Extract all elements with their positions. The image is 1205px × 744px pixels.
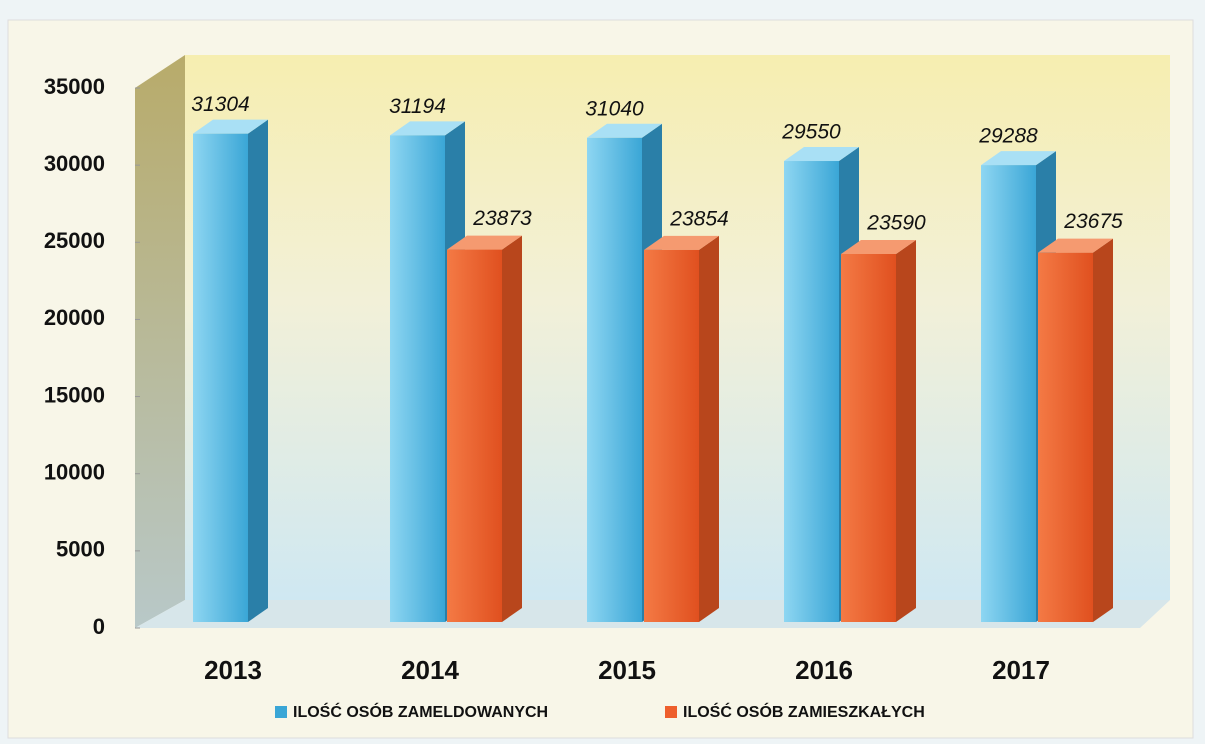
value-label: 23873 <box>472 207 532 230</box>
value-label: 31194 <box>389 95 446 118</box>
legend-swatch <box>275 706 287 718</box>
y-tick-label: 5000 <box>56 537 105 562</box>
y-tick-label: 0 <box>93 614 105 639</box>
bar <box>981 165 1036 623</box>
bar <box>644 249 699 622</box>
bar <box>390 135 445 622</box>
y-tick-label: 25000 <box>44 228 105 253</box>
y-tick-label: 10000 <box>44 460 105 485</box>
bar <box>587 137 642 622</box>
x-tick-label: 2017 <box>992 655 1050 685</box>
bar-top <box>447 235 522 250</box>
side-wall <box>135 55 185 628</box>
value-label: 31304 <box>191 93 249 116</box>
bar <box>784 161 839 622</box>
x-tick-label: 2015 <box>598 655 656 685</box>
bar <box>447 249 502 622</box>
x-tick-label: 2013 <box>204 655 262 685</box>
legend-label: ILOŚĆ OSÓB ZAMELDOWANYCH <box>293 702 548 721</box>
legend-swatch <box>665 706 677 718</box>
bar-top <box>193 119 268 134</box>
value-label: 31040 <box>585 97 644 120</box>
legend-label: ILOŚĆ OSÓB ZAMIESZKAŁYCH <box>683 702 925 721</box>
bar <box>841 253 896 622</box>
bar-side <box>248 119 268 623</box>
value-label: 23590 <box>866 212 926 235</box>
value-label: 29550 <box>781 121 841 144</box>
bar-side <box>1093 238 1113 623</box>
value-label: 23675 <box>1063 210 1123 233</box>
bar-top <box>587 123 662 138</box>
bar-top <box>784 147 859 162</box>
x-tick-label: 2014 <box>401 655 459 685</box>
bar-top <box>841 239 916 254</box>
bar <box>193 133 248 622</box>
bar-top <box>644 235 719 250</box>
y-tick-label: 30000 <box>44 151 105 176</box>
bar-side <box>896 239 916 622</box>
value-label: 29288 <box>978 125 1038 148</box>
bar-side <box>502 235 522 622</box>
value-label: 23854 <box>669 207 728 230</box>
y-tick-label: 15000 <box>44 382 105 407</box>
bar-top <box>1038 238 1113 253</box>
y-tick-label: 35000 <box>44 74 105 99</box>
y-tick-label: 20000 <box>44 305 105 330</box>
bar-top <box>390 121 465 136</box>
bar-top <box>981 151 1056 166</box>
x-tick-label: 2016 <box>795 655 853 685</box>
bar-side <box>699 235 719 622</box>
bar <box>1038 252 1093 623</box>
